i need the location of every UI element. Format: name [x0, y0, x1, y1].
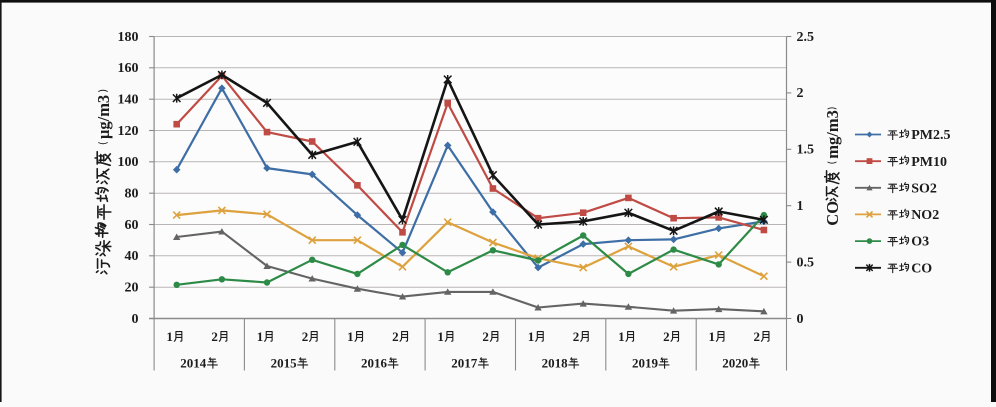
- svg-text:40: 40: [125, 249, 139, 264]
- svg-text:0.5: 0.5: [797, 255, 815, 270]
- svg-text:1: 1: [528, 329, 535, 344]
- svg-text:120: 120: [118, 124, 139, 139]
- svg-text:1.5: 1.5: [797, 143, 815, 158]
- svg-text:2018: 2018: [542, 356, 569, 371]
- svg-text:2: 2: [573, 329, 580, 344]
- svg-text:μg/m3: μg/m3: [94, 95, 113, 139]
- svg-text:2: 2: [663, 329, 670, 344]
- svg-text:2: 2: [392, 329, 399, 344]
- svg-text:160: 160: [118, 61, 139, 76]
- svg-text:PM10: PM10: [911, 155, 947, 170]
- svg-text:1: 1: [166, 329, 173, 344]
- svg-text:20: 20: [125, 281, 139, 296]
- svg-text:2: 2: [797, 86, 804, 101]
- svg-text:NO2: NO2: [911, 208, 939, 223]
- svg-text:2: 2: [302, 329, 309, 344]
- svg-text:1: 1: [437, 329, 444, 344]
- svg-text:1: 1: [797, 199, 804, 214]
- svg-text:2: 2: [482, 329, 489, 344]
- svg-text:O3: O3: [911, 235, 929, 250]
- svg-text:2015: 2015: [271, 356, 298, 371]
- svg-text:140: 140: [118, 93, 139, 108]
- svg-text:2014: 2014: [180, 356, 207, 371]
- svg-text:60: 60: [125, 218, 139, 233]
- svg-text:PM2.5: PM2.5: [911, 128, 950, 143]
- svg-text:CO: CO: [823, 201, 842, 226]
- svg-text:CO: CO: [911, 261, 932, 276]
- svg-text:180: 180: [118, 30, 139, 45]
- svg-text:100: 100: [118, 155, 139, 170]
- svg-text:2020: 2020: [722, 356, 748, 371]
- svg-text:2016: 2016: [361, 356, 388, 371]
- svg-text:2: 2: [211, 329, 218, 344]
- svg-text:0: 0: [132, 312, 139, 327]
- svg-text:1: 1: [618, 329, 625, 344]
- svg-text:1: 1: [709, 329, 716, 344]
- svg-text:80: 80: [125, 187, 139, 202]
- svg-text:2017: 2017: [451, 356, 478, 371]
- svg-text:1: 1: [257, 329, 264, 344]
- svg-text:0: 0: [797, 312, 804, 327]
- svg-text:1: 1: [347, 329, 354, 344]
- svg-text:2019: 2019: [632, 356, 659, 371]
- svg-text:SO2: SO2: [911, 181, 937, 196]
- svg-text:2.5: 2.5: [797, 30, 815, 45]
- svg-text:mg/m3: mg/m3: [823, 110, 842, 159]
- svg-text:2: 2: [754, 329, 761, 344]
